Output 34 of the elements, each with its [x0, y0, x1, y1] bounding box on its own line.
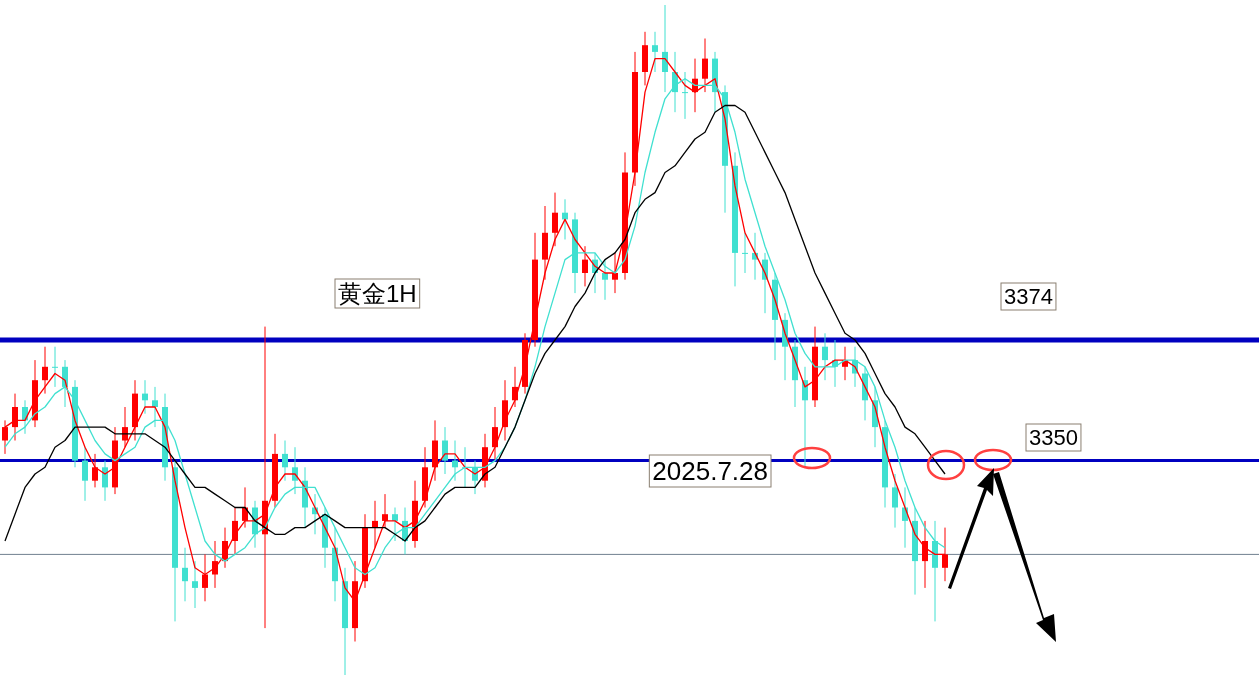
candlestick [492, 406, 498, 462]
candlestick [602, 259, 608, 301]
candlestick [892, 473, 898, 529]
candlestick [372, 500, 378, 549]
text: 3350 [1029, 425, 1078, 450]
candlestick [822, 332, 828, 381]
candlestick [612, 252, 618, 294]
candlestick [142, 379, 148, 415]
candlestick [292, 446, 298, 495]
candlestick [552, 192, 558, 247]
candlestick [42, 346, 48, 395]
candlestick [282, 440, 288, 482]
candlestick [82, 446, 88, 502]
candlestick [152, 386, 158, 428]
candlestick [562, 198, 568, 240]
candlestick [12, 393, 18, 441]
candlestick [52, 346, 58, 388]
candlestick [182, 547, 188, 602]
text: 3374 [1004, 284, 1053, 309]
candlestick [922, 520, 928, 589]
candlestick [662, 4, 668, 93]
annotation: 2025.7.28 [652, 456, 768, 486]
candlestick [92, 453, 98, 488]
candlestick [192, 560, 198, 609]
candlestick [382, 493, 388, 529]
candlestick [582, 245, 588, 287]
text: 黄金1H [338, 280, 417, 307]
candlestick [122, 406, 128, 448]
candlestick [392, 507, 398, 542]
candlestick [452, 440, 458, 482]
candlestick [212, 540, 218, 589]
candlestick [652, 31, 658, 73]
candlestick [102, 460, 108, 502]
candlestick [742, 232, 748, 274]
